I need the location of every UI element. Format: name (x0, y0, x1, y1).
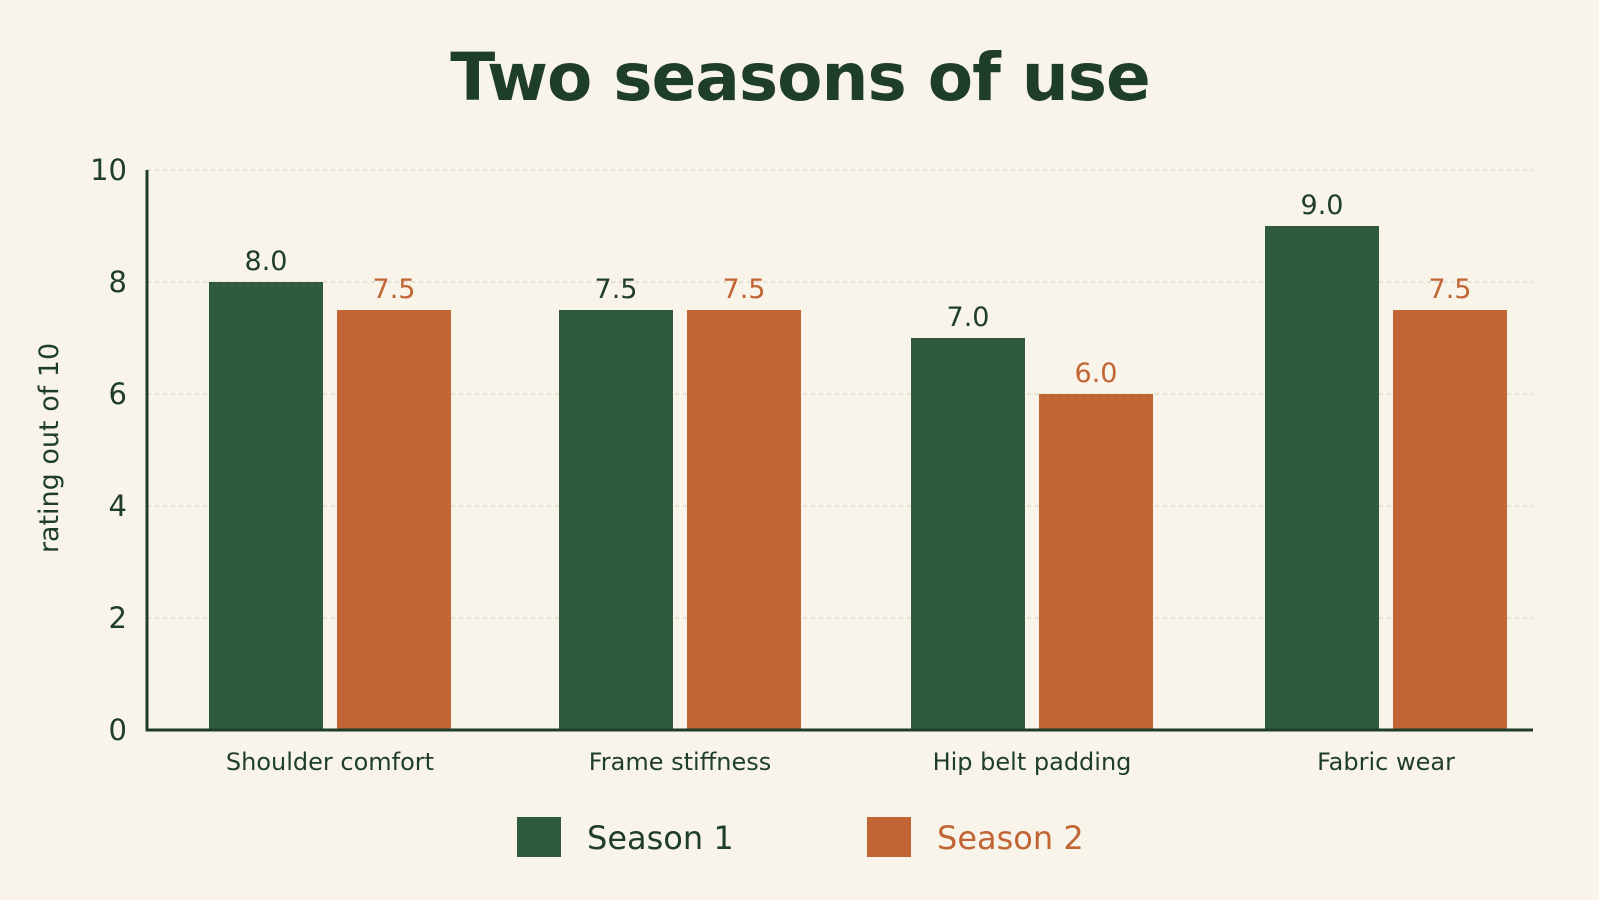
bar-1-1 (209, 282, 323, 730)
chart-title: Two seasons of use (450, 39, 1150, 116)
y-tick-label: 0 (109, 713, 127, 747)
bar-1-2 (559, 310, 673, 730)
data-label: 7.5 (595, 274, 638, 305)
data-labels: 8.0 7.5 7.5 7.5 7.0 6.0 9.0 7.5 (245, 190, 1472, 389)
y-tick-label: 8 (109, 265, 127, 299)
legend: Season 1 Season 2 (517, 817, 1084, 857)
x-tick-label: Fabric wear (1317, 748, 1455, 776)
y-tick-label: 2 (109, 601, 127, 635)
bars (209, 226, 1507, 730)
y-tick-label: 4 (109, 489, 127, 523)
x-tick-label: Shoulder comfort (226, 748, 434, 776)
data-label: 9.0 (1301, 190, 1344, 221)
legend-label: Season 2 (937, 819, 1084, 857)
bar-2-1 (337, 310, 451, 730)
y-tick-label: 10 (90, 153, 127, 187)
x-tick-label: Frame stiffness (589, 748, 772, 776)
data-label: 8.0 (245, 246, 288, 277)
data-label: 7.5 (373, 274, 416, 305)
data-label: 7.0 (947, 302, 990, 333)
y-axis-ticks: 0 2 4 6 8 10 (90, 153, 127, 747)
bar-2-2 (687, 310, 801, 730)
legend-swatch (867, 817, 911, 857)
bar-2-4 (1393, 310, 1507, 730)
x-tick-label: Hip belt padding (933, 748, 1132, 776)
x-axis-ticks: Shoulder comfort Frame stiffness Hip belt … (226, 748, 1455, 776)
axes (145, 170, 1533, 732)
data-label: 6.0 (1075, 358, 1118, 389)
legend-label: Season 1 (587, 819, 734, 857)
data-label: 7.5 (1429, 274, 1472, 305)
y-tick-label: 6 (109, 377, 127, 411)
y-axis-label: rating out of 10 (34, 343, 65, 553)
legend-swatch (517, 817, 561, 857)
bar-1-4 (1265, 226, 1379, 730)
bar-2-3 (1039, 394, 1153, 730)
bar-1-3 (911, 338, 1025, 730)
data-label: 7.5 (723, 274, 766, 305)
